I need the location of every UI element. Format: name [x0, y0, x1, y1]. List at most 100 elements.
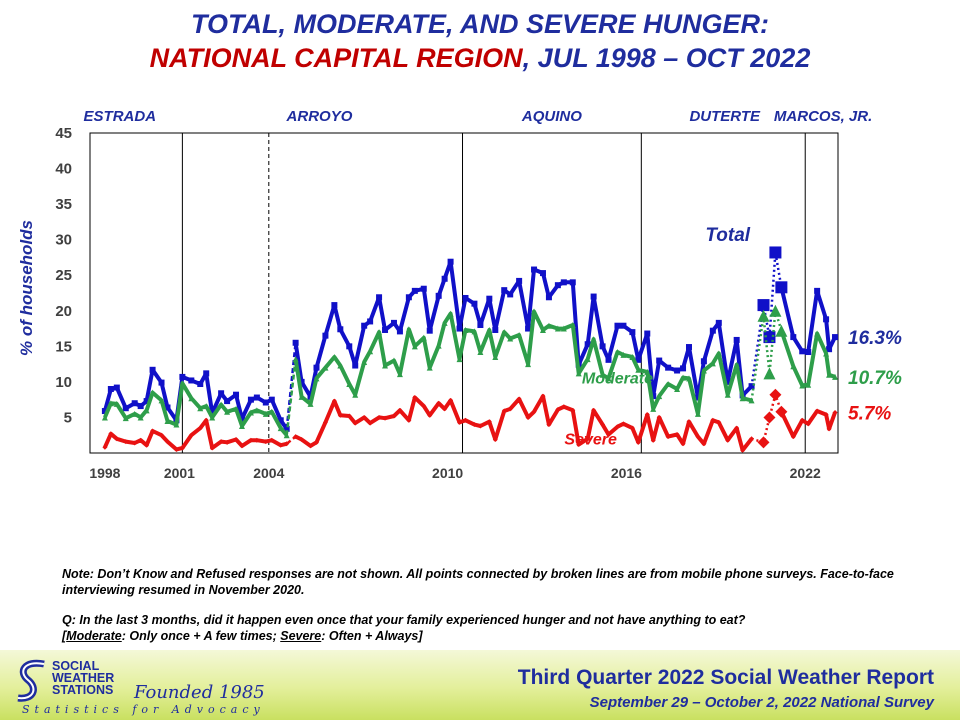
total-point: [447, 258, 454, 265]
total-point: [650, 393, 657, 400]
moderate-point: [352, 391, 359, 398]
severe-point: [331, 398, 337, 404]
total-point: [268, 396, 275, 403]
total-point: [826, 346, 833, 353]
severe-point: [644, 412, 650, 418]
severe-point: [352, 420, 358, 426]
moderate-point: [101, 414, 108, 421]
moderate-point: [420, 334, 427, 341]
moderate-point: [620, 351, 627, 358]
y-tick-label: 40: [55, 161, 72, 178]
total-point: [456, 325, 463, 332]
severe-point: [284, 441, 290, 447]
total-point: [441, 275, 448, 282]
region-name: NATIONAL CAPITAL REGION: [149, 43, 523, 73]
moderate-point: [501, 329, 508, 336]
severe-point: [540, 393, 546, 399]
moderate-point: [376, 329, 383, 336]
total-point: [569, 279, 576, 286]
x-tick-label: 1998: [89, 465, 120, 481]
severe-point: [710, 417, 716, 423]
severe-point: [555, 407, 561, 413]
total-point: [656, 357, 663, 364]
moderate-point: [545, 322, 552, 329]
moderate-point: [590, 336, 597, 343]
severe-point: [629, 425, 635, 431]
moderate-point: [832, 373, 839, 380]
moderate-point: [426, 364, 433, 371]
moderate-point: [131, 410, 138, 417]
severe-point: [477, 423, 483, 429]
total-point: [748, 383, 755, 390]
total-point: [247, 396, 254, 403]
total-point: [680, 365, 687, 372]
severe-point: [769, 388, 782, 401]
severe-point: [397, 407, 403, 413]
y-tick-label: 20: [55, 303, 72, 320]
moderate-point: [322, 364, 329, 371]
severe-point: [606, 432, 612, 438]
severe-point: [442, 406, 448, 412]
severe-point: [471, 422, 477, 428]
total-point: [143, 398, 150, 405]
severe-point: [361, 414, 367, 420]
total-point: [790, 334, 797, 341]
moderate-point: [516, 331, 523, 338]
total-point: [337, 326, 344, 333]
total-point: [685, 344, 692, 351]
severe-point: [427, 412, 433, 418]
severe-point: [775, 405, 788, 418]
moderate-series-line: [103, 381, 289, 437]
chart-title-line2: NATIONAL CAPITAL REGION, JUL 1998 – OCT …: [0, 42, 960, 74]
severe-definition: : Often + Always]: [321, 629, 423, 643]
severe-point: [188, 432, 194, 438]
severe-point: [132, 440, 138, 446]
total-point: [313, 364, 320, 371]
moderate-point: [164, 418, 171, 424]
total-point: [832, 334, 839, 341]
severe-point: [486, 419, 492, 425]
moderate-point: [757, 309, 770, 322]
severe-point: [114, 436, 120, 442]
total-point: [203, 370, 210, 377]
severe-point: [546, 422, 552, 428]
organization-name: SOCIAL WEATHER STATIONS: [52, 660, 172, 697]
total-point: [149, 366, 156, 373]
moderate-point: [268, 408, 275, 415]
total-point: [253, 394, 260, 401]
total-point: [545, 294, 552, 301]
total-point: [331, 302, 338, 309]
total-point: [158, 379, 165, 386]
total-point: [477, 322, 484, 328]
total-point: [775, 281, 788, 294]
moderate-point: [390, 357, 397, 364]
severe-point: [382, 415, 388, 421]
total-point: [492, 326, 499, 333]
severe-point: [814, 408, 820, 414]
total-point: [560, 279, 567, 286]
moderate-point: [224, 408, 231, 415]
total-point: [137, 403, 144, 410]
severe-point: [322, 419, 328, 425]
moderate-point: [337, 362, 344, 369]
severe-point: [308, 443, 314, 449]
severe-point: [740, 447, 746, 453]
severe-point: [790, 434, 796, 440]
severe-point: [525, 414, 531, 420]
moderate-point: [763, 367, 776, 380]
severe-series-line: [103, 418, 288, 452]
moderate-point: [709, 360, 716, 367]
severe-point: [391, 413, 397, 419]
moderate-point: [507, 335, 514, 342]
moderate-point: [361, 358, 368, 365]
total-end-value: 16.3%: [848, 328, 902, 349]
total-point: [584, 341, 591, 348]
total-point: [724, 378, 731, 385]
severe-point: [278, 442, 284, 448]
total-series-line: [750, 251, 783, 387]
total-point: [507, 291, 514, 298]
moderate-point: [486, 326, 493, 333]
total-point: [292, 339, 299, 346]
severe-point: [591, 407, 597, 413]
moderate-series-line: [285, 358, 297, 436]
